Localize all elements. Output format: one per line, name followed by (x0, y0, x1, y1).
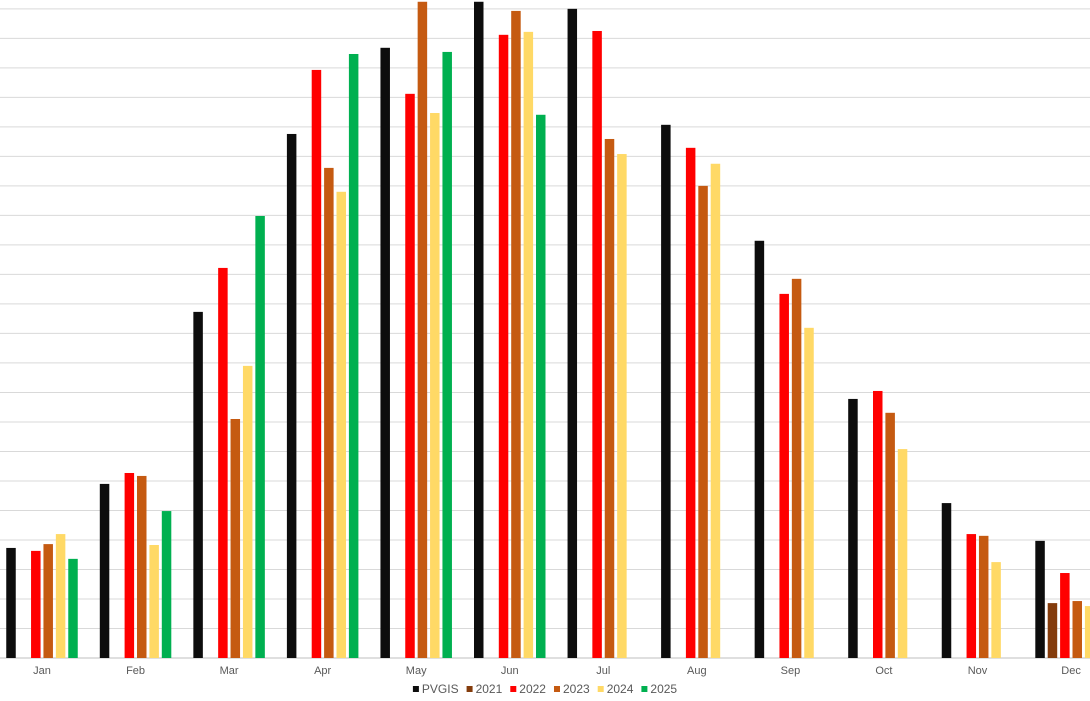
bar (685, 147, 696, 658)
bar (991, 562, 1001, 658)
legend-label: 2025 (650, 682, 677, 696)
legend-label: 2023 (563, 682, 590, 696)
x-tick-label: Mar (220, 665, 239, 677)
bar (380, 47, 390, 658)
bar (474, 1, 484, 659)
legend-label: PVGIS (422, 682, 459, 696)
bar (698, 185, 708, 658)
bar (218, 267, 228, 658)
bar (779, 293, 789, 658)
legend-marker (553, 686, 560, 692)
bar (1047, 603, 1058, 658)
bar (1060, 573, 1070, 658)
bar (405, 93, 415, 658)
bar (286, 133, 297, 658)
x-tick-label: Jun (501, 665, 519, 677)
bar (885, 412, 895, 658)
legend-marker (466, 686, 473, 692)
bar (161, 511, 172, 658)
bar (567, 8, 578, 659)
bar (430, 113, 440, 659)
bar (6, 547, 16, 658)
x-tick-label: Dec (1061, 665, 1081, 677)
bar (978, 535, 989, 658)
bar (710, 163, 721, 658)
bar (442, 51, 452, 659)
bar (848, 398, 858, 658)
x-tick-label: Jul (596, 665, 610, 677)
x-tick-label: Sep (781, 665, 801, 677)
bar (1084, 606, 1090, 658)
bar (242, 365, 253, 658)
x-tick-label: Apr (314, 665, 331, 677)
bar (536, 114, 546, 658)
bar (604, 138, 615, 658)
bar (68, 558, 78, 658)
bar (348, 53, 359, 658)
bar (617, 154, 627, 658)
bar (55, 534, 66, 658)
bar (1072, 601, 1082, 658)
bar (336, 191, 346, 659)
bar (255, 215, 265, 658)
bar (523, 31, 534, 659)
bar (99, 483, 110, 658)
bar (43, 544, 53, 658)
x-tick-label: Jan (33, 665, 51, 677)
legend-marker (641, 686, 648, 692)
bar (417, 1, 428, 659)
legend-marker (510, 686, 517, 692)
bar (193, 311, 203, 658)
x-tick-label: Feb (126, 665, 145, 677)
legend-label: 2022 (519, 682, 546, 696)
bar (31, 550, 41, 658)
bar (804, 327, 814, 658)
bar (1035, 540, 1045, 658)
bar (230, 418, 241, 658)
x-tick-label: May (406, 665, 427, 677)
bar (511, 10, 521, 659)
legend-label: 2024 (607, 682, 634, 696)
bar (661, 124, 671, 658)
bar (592, 30, 602, 659)
x-tick-label: Nov (968, 665, 988, 677)
bar (791, 278, 802, 658)
x-tick-label: Oct (875, 665, 892, 677)
x-tick-label: Aug (687, 665, 707, 677)
bar (124, 472, 135, 658)
bar (873, 390, 883, 658)
bar (966, 534, 977, 658)
bar (149, 544, 159, 658)
bar (311, 69, 322, 659)
legend-marker (597, 686, 604, 692)
bar (754, 240, 765, 658)
bar (498, 34, 509, 659)
legend-label: 2021 (476, 682, 503, 696)
bar (137, 475, 147, 658)
bar (941, 503, 952, 658)
legend-marker (412, 686, 419, 692)
bar (324, 167, 334, 658)
bar (897, 449, 908, 658)
